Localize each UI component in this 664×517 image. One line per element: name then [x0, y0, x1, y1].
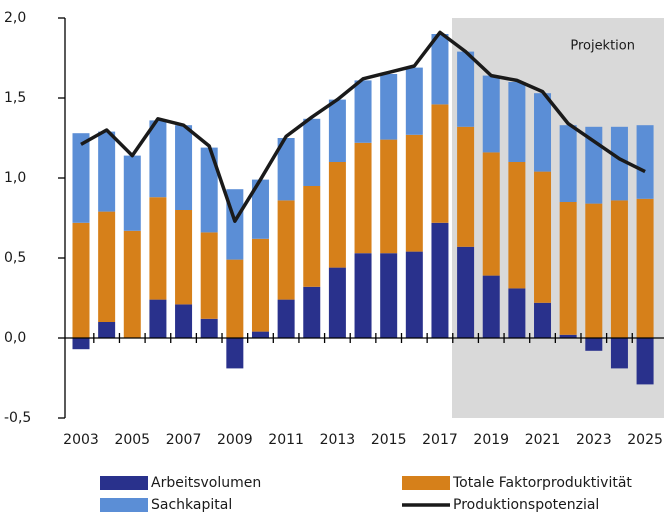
bar — [405, 67, 423, 135]
bar — [123, 155, 141, 231]
y-tick-label: 1,5 — [4, 90, 26, 106]
bar — [636, 338, 654, 385]
bar — [534, 302, 552, 338]
bar — [98, 211, 116, 322]
bar — [585, 338, 603, 351]
bar — [354, 142, 372, 254]
bar — [251, 238, 269, 332]
bar — [431, 34, 449, 105]
bar — [175, 125, 193, 210]
bar — [149, 197, 167, 300]
bar — [636, 125, 654, 199]
bar — [277, 138, 295, 201]
bar — [200, 318, 218, 338]
bar — [175, 304, 193, 338]
bar — [457, 246, 475, 338]
x-tick-label: 2003 — [63, 432, 99, 448]
bar — [354, 80, 372, 143]
bar — [559, 125, 577, 202]
bar — [508, 288, 526, 338]
bar — [508, 82, 526, 162]
bar — [636, 198, 654, 338]
bar — [559, 334, 577, 338]
bar — [610, 200, 628, 338]
bar — [303, 186, 321, 287]
bar — [72, 338, 90, 350]
bar — [123, 230, 141, 338]
bar — [610, 338, 628, 369]
bar — [585, 203, 603, 338]
bar — [380, 74, 398, 140]
bar — [251, 331, 269, 338]
bar — [328, 99, 346, 162]
bar — [405, 251, 423, 338]
bar — [431, 104, 449, 223]
y-tick-label: -0,5 — [4, 410, 31, 426]
bar — [431, 222, 449, 338]
bar — [226, 338, 244, 369]
legend-swatch — [100, 476, 148, 490]
bar — [72, 133, 90, 223]
bar — [380, 253, 398, 338]
bar — [175, 210, 193, 305]
bar — [380, 139, 398, 254]
bar — [149, 299, 167, 338]
x-tick-label: 2007 — [166, 432, 202, 448]
bar — [328, 267, 346, 338]
bar — [98, 131, 116, 212]
line — [80, 30, 646, 223]
bar — [303, 286, 321, 338]
legend-label: Produktionspotenzial — [453, 497, 599, 513]
legend-label: Sachkapital — [151, 497, 232, 513]
bar — [251, 179, 269, 239]
y-tick-label: 2,0 — [4, 10, 26, 26]
bar — [482, 75, 500, 153]
bar — [200, 232, 218, 319]
legend-label: Arbeitsvolumen — [151, 475, 261, 491]
bar — [200, 147, 218, 233]
bar — [405, 134, 423, 252]
bar — [354, 253, 372, 338]
bar — [559, 202, 577, 335]
legend-label: Totale Faktorproduktivität — [452, 475, 632, 491]
bar — [482, 275, 500, 338]
x-tick-label: 2013 — [320, 432, 356, 448]
x-tick-label: 2017 — [422, 432, 458, 448]
annotation: Projektion — [570, 39, 635, 54]
bar — [149, 120, 167, 198]
legend-swatch — [100, 498, 148, 512]
bar — [303, 118, 321, 186]
bar — [457, 126, 475, 247]
bar — [457, 51, 475, 127]
bar — [328, 162, 346, 268]
x-tick-label: 2005 — [114, 432, 150, 448]
x-tick-label: 2009 — [217, 432, 253, 448]
x-tick-label: 2015 — [371, 432, 407, 448]
bar — [610, 126, 628, 201]
x-tick-label: 2021 — [525, 432, 561, 448]
y-tick-label: 0,5 — [4, 250, 26, 266]
bar — [72, 222, 90, 338]
x-tick-label: 2025 — [627, 432, 663, 448]
bar — [226, 259, 244, 338]
bar — [277, 299, 295, 338]
x-tick-label: 2023 — [576, 432, 612, 448]
x-tick-label: 2011 — [268, 432, 304, 448]
y-tick-label: 1,0 — [4, 170, 26, 186]
bar — [534, 171, 552, 303]
bar — [98, 322, 116, 338]
bar — [277, 200, 295, 300]
bar — [508, 162, 526, 289]
bar — [534, 93, 552, 172]
legend-swatch — [402, 476, 450, 490]
x-tick-label: 2019 — [473, 432, 509, 448]
bar — [482, 152, 500, 276]
y-tick-label: 0,0 — [4, 330, 26, 346]
